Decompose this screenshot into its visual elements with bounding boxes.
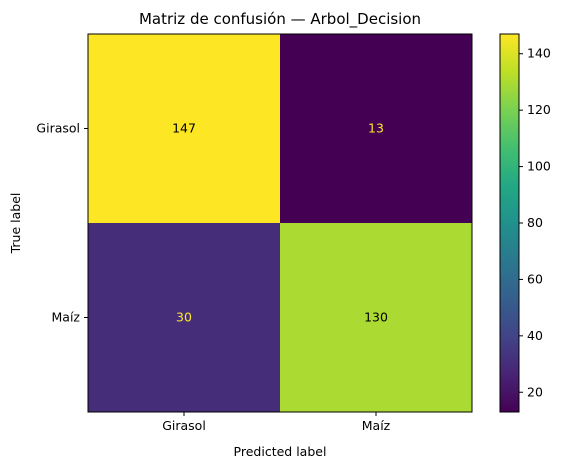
y-tick-label: Maíz: [52, 310, 81, 325]
colorbar-tick-label: 120: [527, 102, 551, 117]
heatmap-cell: [280, 223, 472, 412]
x-axis-label: Predicted label: [234, 444, 327, 459]
colorbar: [499, 33, 520, 413]
heatmap-cells: [88, 34, 472, 412]
heatmap-cell: [88, 34, 280, 223]
y-axis-label: True label: [8, 193, 23, 255]
x-tick-label: Maíz: [362, 418, 391, 433]
cell-value-label: 13: [368, 121, 384, 136]
colorbar-tick-label: 100: [527, 159, 551, 174]
heatmap-cell: [88, 223, 280, 412]
chart-title: Matriz de confusión — Arbol_Decision: [139, 10, 421, 29]
colorbar-ticks: 20 40 60 80 100 120 140: [519, 46, 551, 399]
plot-frame: [87, 33, 473, 413]
colorbar-tick-label: 20: [527, 384, 543, 399]
cell-value-label: 130: [364, 310, 388, 325]
colorbar-tick-label: 80: [527, 215, 543, 230]
x-axis-ticks: Girasol Maíz: [162, 412, 391, 433]
heatmap-cell: [280, 34, 472, 223]
y-tick-label: Girasol: [36, 121, 80, 136]
colorbar-tick-label: 40: [527, 328, 543, 343]
cell-value-label: 147: [172, 121, 196, 136]
colorbar-tick-label: 60: [527, 271, 543, 286]
heatmap-cell-labels: 147 13 30 130: [172, 121, 388, 325]
y-axis-ticks: Girasol Maíz: [36, 121, 88, 325]
colorbar-tick-label: 140: [527, 46, 551, 61]
x-tick-label: Girasol: [162, 418, 206, 433]
cell-value-label: 30: [176, 310, 192, 325]
